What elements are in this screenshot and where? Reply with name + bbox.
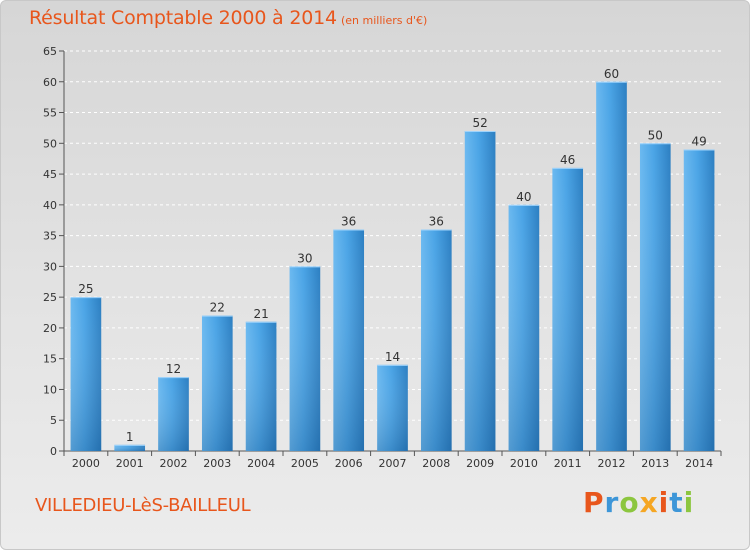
bars [70,81,715,452]
logo-letter: P [583,486,605,519]
bar-shade [158,377,189,451]
bar-shade [114,444,146,451]
bar-shade [552,167,584,451]
bar-shade [420,229,452,451]
data-label: 60 [604,67,619,81]
x-tick-label: 2003 [203,457,231,470]
data-label: 40 [516,190,531,204]
chart-title: Résultat Comptable 2000 à 2014 [29,7,337,29]
logo-letter: t [669,486,684,519]
y-tick-label: 15 [43,353,57,366]
x-tick-label: 2013 [641,457,669,470]
y-tick-label: 40 [43,199,57,212]
data-label: 52 [472,116,487,130]
logo-letter: i [683,486,695,519]
logo-letter: r [604,486,620,519]
data-labels: 25 1 12 22 21 30 36 14 36 52 40 46 60 50 49 [78,67,706,444]
x-tick-label: 2006 [335,457,363,470]
x-tick-label: 2008 [422,457,450,470]
x-tick-label: 2007 [379,457,407,470]
bar-shade [333,229,365,451]
bar-shade [464,131,496,451]
commune-name: VILLEDIEU-LèS-BAILLEUL [35,495,251,516]
data-label: 46 [560,153,575,167]
axes: 0 5 10 15 20 25 30 35 40 45 50 55 60 65 2000 2001 2002 20… [43,45,722,470]
y-tick-label: 45 [43,168,57,181]
data-label: 30 [297,251,312,265]
data-label: 36 [429,214,444,228]
y-tick-label: 5 [50,414,57,427]
data-label: 49 [691,134,706,148]
x-tick-label: 2012 [598,457,626,470]
y-tick-label: 55 [43,107,57,120]
data-label: 22 [210,301,225,315]
x-tick-label: 2011 [554,457,582,470]
y-tick-label: 60 [43,76,57,89]
data-label: 14 [385,350,400,364]
bar-shade [639,143,671,452]
x-tick-label: 2000 [72,457,100,470]
data-label: 50 [648,128,663,142]
x-tick-label: 2004 [247,457,275,470]
bar-shade [245,321,277,451]
data-label: 21 [253,307,268,321]
x-tick-label: 2002 [160,457,188,470]
x-tick-label: 2014 [685,457,713,470]
data-label: 25 [78,282,93,296]
y-tick-label: 35 [43,230,57,243]
data-label: 1 [126,430,134,444]
bar-shade [70,297,102,451]
logo-letter: i [658,486,670,519]
y-tick-label: 65 [43,45,57,58]
x-tick-label: 2010 [510,457,538,470]
y-tick-label: 30 [43,260,57,273]
bar-shade [377,364,408,451]
x-tick-label: 2009 [466,457,494,470]
bar-shade [289,266,321,451]
bar-shade [596,81,627,452]
bar-shade [683,149,715,451]
y-tick-label: 10 [43,383,57,396]
logo-letter: o [619,486,640,519]
logo-letter: x [639,486,659,519]
x-tick-label: 2001 [116,457,144,470]
x-tick-label: 2005 [291,457,319,470]
data-label: 12 [166,362,181,376]
y-tick-label: 20 [43,322,57,335]
bar-shade [508,204,540,451]
unit-note: (en milliers d'€) [341,14,428,27]
data-label: 36 [341,214,356,228]
y-tick-label: 50 [43,137,57,150]
y-tick-label: 0 [50,445,57,458]
proxiti-logo: Proxiti [583,486,694,519]
bar-shade [201,315,233,451]
y-tick-label: 25 [43,291,57,304]
